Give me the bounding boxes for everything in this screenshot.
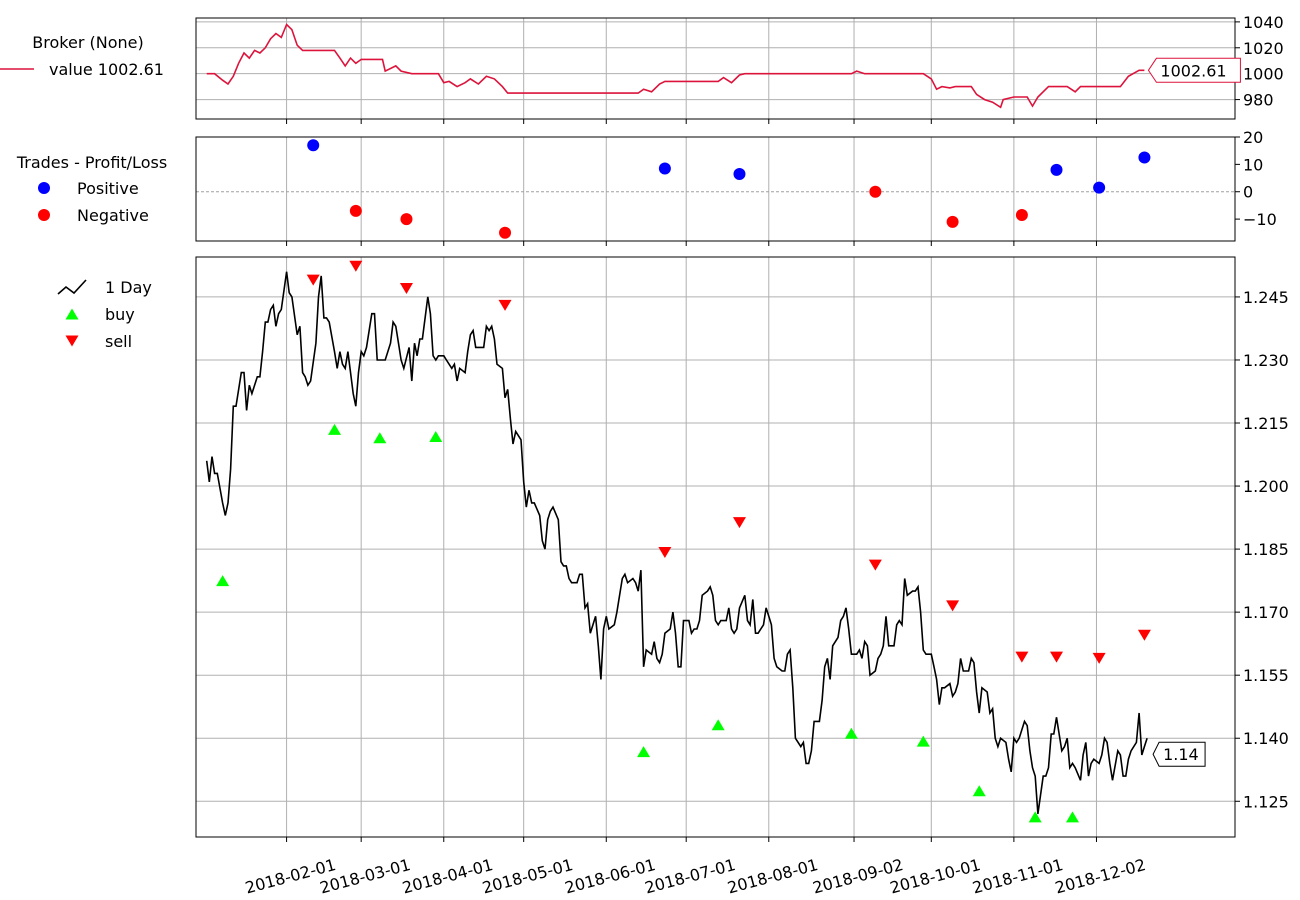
trades-y-axis-tick-label: 20 bbox=[1243, 128, 1263, 147]
buy-marker bbox=[972, 785, 986, 797]
positive-legend-marker bbox=[38, 182, 50, 194]
x-tick-label: 2018-12-02 bbox=[1053, 855, 1148, 897]
broker-legend-title: Broker (None) bbox=[32, 33, 143, 52]
buy-marker bbox=[1028, 811, 1042, 823]
x-tick-label: 2018-08-01 bbox=[725, 855, 820, 897]
x-tick-label: 2018-07-01 bbox=[643, 855, 738, 897]
positive-legend-label: Positive bbox=[77, 179, 139, 198]
x-tick-label: 2018-04-01 bbox=[400, 855, 495, 897]
broker-y-axis-tick-label: 980 bbox=[1243, 91, 1274, 110]
sell-marker bbox=[732, 517, 746, 529]
trades-y-axis-tick-label: −10 bbox=[1243, 210, 1277, 229]
sell-marker bbox=[1015, 651, 1029, 663]
broker-y-axis-tick-label: 1000 bbox=[1243, 65, 1284, 84]
buy-marker bbox=[429, 430, 443, 442]
buy-marker bbox=[637, 746, 651, 758]
buy-marker bbox=[216, 575, 230, 587]
broker-last-value-tag bbox=[1147, 57, 1241, 83]
price-y-axis-tick-label: 1.155 bbox=[1243, 666, 1289, 685]
price-panel-frame bbox=[195, 256, 1236, 838]
day-legend-label: 1 Day bbox=[105, 278, 152, 297]
sell-marker bbox=[349, 260, 363, 272]
sell-marker bbox=[658, 546, 672, 558]
negative-trade-point bbox=[499, 226, 512, 239]
price-y-axis-tick-label: 1.185 bbox=[1243, 540, 1289, 559]
price-line bbox=[205, 271, 1148, 815]
broker-value-line bbox=[206, 23, 1145, 109]
sell-marker bbox=[399, 283, 413, 295]
negative-legend-label: Negative bbox=[77, 206, 149, 225]
price-y-axis-tick-label: 1.140 bbox=[1243, 729, 1289, 748]
x-tick-label: 2018-05-01 bbox=[480, 855, 575, 897]
price-y-axis-tick-label: 1.230 bbox=[1243, 351, 1289, 370]
positive-trade-point bbox=[658, 162, 671, 175]
negative-trade-point bbox=[946, 215, 959, 228]
price-y-axis-tick-label: 1.215 bbox=[1243, 414, 1289, 433]
x-tick-label: 2018-11-01 bbox=[970, 855, 1065, 897]
broker-legend-label: value 1002.61 bbox=[49, 60, 164, 79]
price-last-value-tag bbox=[1152, 741, 1206, 767]
buy-marker bbox=[916, 735, 930, 747]
buy-marker bbox=[1065, 811, 1079, 823]
trades-legend-title: Trades - Profit/Loss bbox=[16, 153, 167, 172]
negative-trade-point bbox=[1015, 209, 1028, 221]
buy-marker bbox=[328, 423, 342, 435]
buy-marker bbox=[711, 719, 725, 731]
buy-legend-marker bbox=[65, 308, 79, 320]
day-legend-line bbox=[57, 279, 87, 295]
trades-panel-frame bbox=[195, 136, 1236, 242]
positive-trade-point bbox=[307, 139, 320, 152]
buy-marker bbox=[844, 727, 858, 739]
price-y-axis-tick-label: 1.125 bbox=[1243, 792, 1289, 811]
price-last-value-label: 1.14 bbox=[1163, 745, 1199, 764]
sell-legend-label: sell bbox=[105, 332, 132, 351]
broker-y-axis-tick-label: 1040 bbox=[1243, 13, 1284, 32]
broker-last-value-label: 1002.61 bbox=[1160, 61, 1226, 80]
sell-marker bbox=[306, 274, 320, 286]
price-y-axis-tick-label: 1.170 bbox=[1243, 603, 1289, 622]
broker-y-axis-tick-label: 1020 bbox=[1243, 39, 1284, 58]
sell-marker bbox=[1092, 652, 1106, 664]
positive-trade-point bbox=[1138, 151, 1151, 164]
sell-marker bbox=[1137, 629, 1151, 641]
sell-marker bbox=[1050, 651, 1064, 663]
positive-trade-point bbox=[1050, 163, 1063, 176]
trades-y-axis-tick-label: 0 bbox=[1243, 183, 1253, 202]
sell-marker bbox=[498, 299, 512, 311]
price-y-axis-tick-label: 1.245 bbox=[1243, 288, 1289, 307]
positive-trade-point bbox=[733, 167, 746, 180]
sell-marker bbox=[868, 559, 882, 571]
negative-trade-point bbox=[869, 185, 882, 198]
negative-trade-point bbox=[349, 204, 362, 217]
broker-panel-frame bbox=[195, 17, 1236, 120]
negative-legend-marker bbox=[38, 209, 50, 221]
buy-legend-label: buy bbox=[105, 305, 135, 324]
trades-y-axis-tick-label: 10 bbox=[1243, 155, 1263, 174]
sell-legend-marker bbox=[65, 335, 79, 347]
sell-marker bbox=[946, 600, 960, 612]
x-tick-label: 2018-06-01 bbox=[563, 855, 658, 897]
price-y-axis-tick-label: 1.200 bbox=[1243, 477, 1289, 496]
positive-trade-point bbox=[1093, 181, 1106, 194]
buy-marker bbox=[373, 432, 387, 444]
negative-trade-point bbox=[400, 213, 413, 226]
